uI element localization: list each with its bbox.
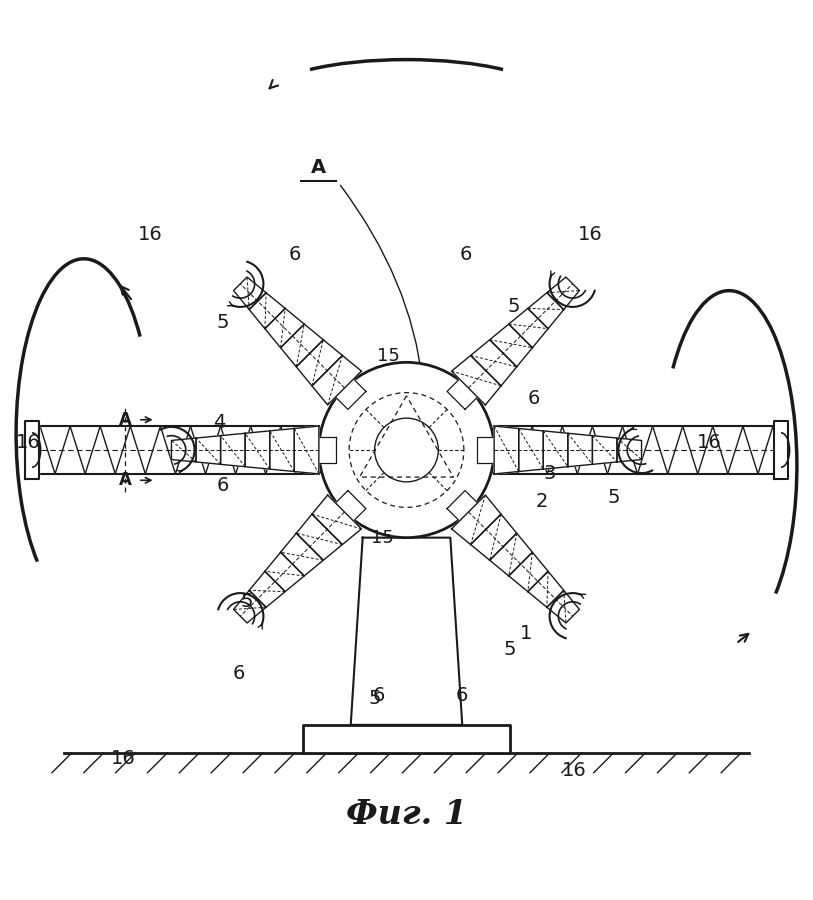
- Polygon shape: [270, 428, 294, 472]
- Polygon shape: [196, 436, 220, 464]
- Polygon shape: [246, 431, 270, 469]
- Text: 6: 6: [460, 246, 472, 265]
- Polygon shape: [494, 426, 781, 474]
- Polygon shape: [451, 495, 501, 544]
- Polygon shape: [323, 366, 366, 410]
- Polygon shape: [32, 426, 319, 474]
- Polygon shape: [509, 309, 548, 347]
- Text: 6: 6: [233, 663, 246, 682]
- Polygon shape: [265, 553, 304, 591]
- Text: А: А: [311, 158, 327, 176]
- Polygon shape: [250, 572, 285, 608]
- Polygon shape: [296, 340, 342, 386]
- Polygon shape: [567, 433, 593, 467]
- Polygon shape: [280, 533, 324, 576]
- Polygon shape: [471, 514, 517, 560]
- Text: 16: 16: [137, 225, 163, 245]
- Polygon shape: [265, 309, 304, 347]
- Polygon shape: [233, 590, 266, 623]
- Polygon shape: [451, 356, 501, 405]
- Text: 16: 16: [697, 433, 722, 452]
- Polygon shape: [302, 437, 337, 463]
- Polygon shape: [547, 590, 580, 623]
- Text: 6: 6: [217, 476, 229, 495]
- Polygon shape: [220, 433, 246, 467]
- Text: 5: 5: [241, 592, 254, 611]
- Polygon shape: [519, 428, 543, 472]
- Text: А: А: [119, 410, 132, 428]
- Polygon shape: [489, 533, 533, 576]
- Text: 2: 2: [536, 492, 548, 511]
- Polygon shape: [233, 277, 266, 310]
- Text: 5: 5: [368, 689, 380, 708]
- Polygon shape: [617, 438, 641, 462]
- Circle shape: [375, 418, 438, 482]
- Polygon shape: [543, 431, 567, 469]
- Polygon shape: [447, 491, 490, 534]
- Polygon shape: [486, 428, 502, 472]
- Text: 1: 1: [520, 624, 533, 643]
- Circle shape: [319, 363, 494, 537]
- Polygon shape: [509, 553, 548, 591]
- Polygon shape: [447, 366, 490, 410]
- Text: 16: 16: [15, 433, 41, 452]
- Polygon shape: [312, 356, 362, 405]
- Polygon shape: [172, 438, 196, 462]
- Text: 3: 3: [544, 464, 556, 483]
- Polygon shape: [250, 292, 285, 328]
- Text: Фиг. 1: Фиг. 1: [346, 798, 467, 832]
- Text: 15: 15: [372, 528, 394, 546]
- Polygon shape: [303, 724, 510, 752]
- Polygon shape: [312, 495, 362, 544]
- Polygon shape: [774, 421, 788, 479]
- Text: 5: 5: [217, 313, 229, 332]
- Polygon shape: [471, 340, 517, 386]
- Polygon shape: [494, 426, 519, 474]
- Text: 6: 6: [528, 389, 540, 408]
- Polygon shape: [323, 491, 366, 534]
- Text: 16: 16: [111, 749, 136, 768]
- Text: А: А: [119, 472, 132, 490]
- Text: 5: 5: [508, 297, 520, 316]
- Polygon shape: [280, 324, 324, 367]
- Text: 4: 4: [213, 412, 225, 432]
- Polygon shape: [547, 277, 580, 310]
- Text: 5: 5: [504, 640, 516, 659]
- Polygon shape: [25, 421, 39, 479]
- Text: 16: 16: [562, 760, 586, 779]
- Polygon shape: [294, 426, 319, 474]
- Polygon shape: [489, 324, 533, 367]
- Polygon shape: [350, 537, 463, 724]
- Text: 6: 6: [289, 246, 301, 265]
- Polygon shape: [296, 514, 342, 560]
- Polygon shape: [593, 436, 617, 464]
- Text: 15: 15: [376, 347, 400, 365]
- Polygon shape: [528, 292, 563, 328]
- Polygon shape: [476, 437, 511, 463]
- Text: 16: 16: [577, 225, 602, 245]
- Polygon shape: [528, 572, 563, 608]
- Text: 6: 6: [456, 686, 468, 705]
- Polygon shape: [311, 428, 327, 472]
- Text: 5: 5: [607, 489, 620, 508]
- Text: 6: 6: [372, 686, 385, 705]
